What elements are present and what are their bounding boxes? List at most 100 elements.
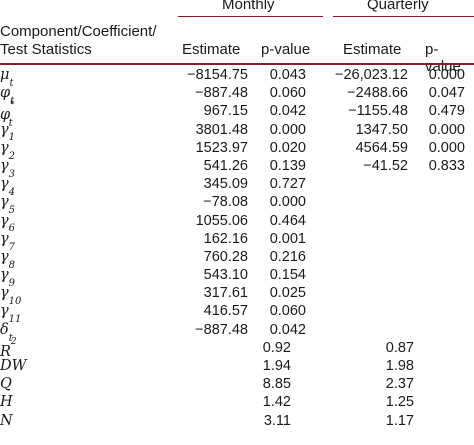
table-row: γ8 760.28 0.216 [0, 248, 474, 271]
col-header-monthly-estimate: Estimate [182, 41, 241, 58]
quarterly-pvalue: 0.000 [428, 121, 465, 138]
coefficient-label: γ7 [0, 230, 15, 254]
monthly-pvalue: 0.727 [269, 176, 306, 193]
header-rule [0, 63, 474, 65]
monthly-pvalue: 0.154 [269, 267, 306, 284]
quarterly-pvalue: 0.047 [428, 85, 465, 102]
coefficient-label: γ2 [0, 139, 15, 163]
quarterly-pvalue: 0.000 [428, 67, 465, 83]
coefficient-label: γ4 [0, 175, 15, 199]
monthly-estimate: −8154.75 [187, 67, 248, 83]
coefficient-label: φt [0, 84, 14, 108]
col-header-quarterly-pvalue: p-value [425, 41, 461, 75]
coefficient-subscript: 3 [8, 168, 16, 180]
coefficient-symbol: μ [0, 67, 10, 83]
monthly-estimate: 1523.97 [195, 139, 248, 156]
table-row: γ4 345.09 0.727 [0, 175, 474, 198]
quarterly-pvalue: 0.833 [428, 157, 465, 174]
coefficient-subscript: 7 [8, 241, 16, 253]
statistic-symbol: Q [0, 376, 12, 393]
stats-row: H 1.42 1.25 [0, 393, 474, 411]
table-row: γ3 541.26 0.139 −41.52 0.833 [0, 157, 474, 180]
quarterly-statistic: 0.87 [385, 339, 414, 356]
coefficient-symbol: γ [0, 194, 9, 211]
stats-row: N 3.11 1.17 [0, 412, 474, 430]
monthly-statistic: 1.94 [262, 358, 291, 374]
monthly-estimate: 1055.06 [195, 212, 248, 229]
quarterly-pvalue: 0.479 [428, 103, 465, 120]
coefficient-label: μt [0, 66, 13, 90]
quarterly-statistic: 1.17 [385, 412, 414, 429]
monthly-estimate: 416.57 [203, 303, 248, 320]
monthly-pvalue: 0.001 [269, 230, 306, 247]
statistic-superscript: 2 [10, 336, 17, 347]
monthly-estimate: 543.10 [203, 267, 248, 284]
quarterly-statistic: 1.25 [385, 394, 414, 411]
coefficient-subscript: 1 [8, 132, 16, 144]
stats-row: R2 0.92 0.87 [0, 337, 474, 360]
group-header-monthly: Monthly [222, 0, 275, 13]
monthly-pvalue: 0.060 [269, 303, 306, 320]
coefficient-subscript: t [8, 332, 13, 344]
table-row: γ1 3801.48 0.000 1347.50 0.000 [0, 121, 474, 144]
table-body: μt −8154.75 0.043 −26,023.12 0.000 φt −887.48 0… [0, 66, 474, 430]
coefficient-symbol: γ [0, 121, 9, 138]
coefficient-subscript: 10 [8, 296, 22, 308]
table-row: γ6 1055.06 0.464 [0, 212, 474, 235]
monthly-estimate: 345.09 [203, 176, 248, 193]
statistic-label: R2 [0, 336, 17, 361]
statistic-label: H [0, 393, 13, 411]
monthly-estimate: −78.08 [203, 194, 248, 211]
coefficient-label: γ3 [0, 157, 15, 181]
coefficient-subscript: 8 [8, 259, 16, 271]
group-rule-quarterly [333, 16, 474, 17]
statistic-symbol: H [0, 394, 13, 411]
quarterly-estimate: 4564.59 [355, 139, 408, 156]
coefficient-subscript: 11 [8, 314, 22, 326]
coefficient-label: γ6 [0, 212, 15, 236]
monthly-estimate: 760.28 [203, 248, 248, 265]
coefficient-label: γ10 [0, 284, 21, 308]
statistic-label: Q [0, 375, 12, 393]
monthly-pvalue: 0.216 [269, 248, 306, 265]
coefficient-subscript: 6 [8, 223, 16, 235]
coefficient-subscript: 2 [8, 150, 16, 162]
table-row: μt −8154.75 0.043 −26,023.12 0.000 [0, 66, 474, 89]
coefficient-symbol: γ [0, 248, 9, 265]
monthly-statistic: 1.42 [262, 394, 291, 411]
quarterly-statistic: 2.37 [385, 376, 414, 393]
monthly-pvalue: 0.043 [269, 67, 306, 83]
coefficient-superscript: * [10, 100, 15, 111]
col-header-monthly-pvalue: p-value [261, 41, 311, 58]
quarterly-statistic: 1.98 [385, 358, 414, 374]
quarterly-estimate: −41.52 [363, 157, 408, 174]
monthly-pvalue: 0.139 [269, 157, 306, 174]
coefficient-symbol: φ [0, 107, 11, 124]
monthly-pvalue: 0.060 [269, 85, 306, 102]
monthly-pvalue: 0.042 [269, 321, 306, 338]
monthly-estimate: 317.61 [203, 285, 248, 302]
table-row: γ2 1523.97 0.020 4564.59 0.000 [0, 139, 474, 162]
coefficient-symbol: γ [0, 157, 9, 174]
monthly-estimate: 3801.48 [195, 121, 248, 138]
statistic-label: N [0, 412, 13, 430]
monthly-estimate: −887.48 [195, 321, 248, 338]
monthly-pvalue: 0.464 [269, 212, 306, 229]
statistic-symbol: R [0, 343, 11, 360]
coefficient-subscript: 5 [8, 205, 16, 217]
coefficient-subscript: 9 [8, 277, 16, 289]
coefficient-symbol: γ [0, 303, 9, 320]
monthly-pvalue: 0.020 [269, 139, 306, 156]
coefficient-symbol: γ [0, 139, 9, 156]
table-row: γ9 543.10 0.154 [0, 266, 474, 289]
coefficient-symbol: γ [0, 285, 9, 302]
coefficient-label: γ1 [0, 121, 15, 145]
coefficient-label: γ11 [0, 302, 21, 326]
statistic-symbol: N [0, 412, 13, 429]
coefficient-label: φ* t [0, 100, 15, 130]
coefficient-label: γ8 [0, 248, 15, 272]
component-header-line2: Test Statistics [0, 41, 92, 58]
monthly-estimate: 967.15 [203, 103, 248, 120]
group-header-quarterly: Quarterly [367, 0, 429, 13]
